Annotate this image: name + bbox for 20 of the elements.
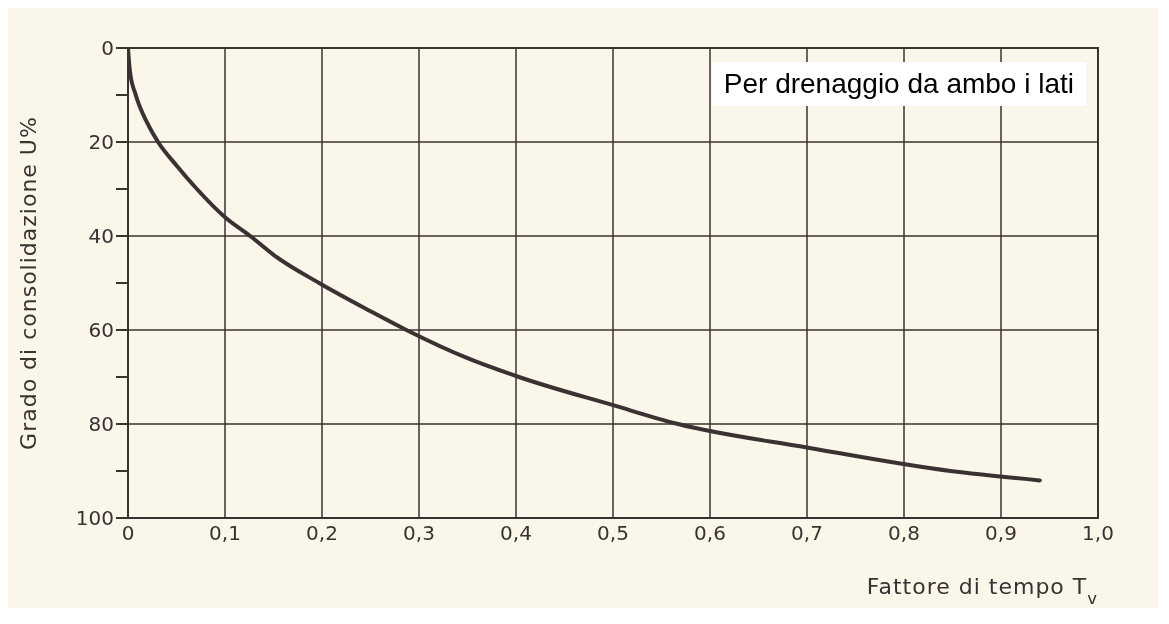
x-tick-label: 0,6	[694, 521, 726, 546]
y-tick-label: 0	[101, 36, 114, 61]
y-tick-label: 100	[75, 506, 114, 531]
annotation: Per drenaggio da ambo i lati	[711, 62, 1086, 106]
y-tick-label: 60	[88, 318, 114, 343]
x-axis-title: Fattore di tempo T$_{v}$	[866, 574, 1098, 608]
x-tick-label: 0,5	[597, 521, 629, 546]
y-tick-label: 20	[88, 130, 114, 155]
x-tick-label: 0,3	[403, 521, 435, 546]
x-tick-label: 0	[121, 521, 135, 546]
x-tick-label: 0,2	[306, 521, 338, 546]
y-axis-title: Grado di consolidazione U%	[16, 116, 41, 450]
y-tick-label: 80	[88, 412, 114, 437]
x-tick-label: 0,1	[209, 521, 241, 546]
y-tick-label: 40	[88, 224, 114, 249]
x-tick-label: 0,9	[985, 521, 1017, 546]
x-tick-label: 0,4	[500, 521, 532, 546]
x-tick-label: 0,8	[888, 521, 920, 546]
x-tick-label: 0,7	[791, 521, 823, 546]
x-tick-label: 1,0	[1082, 521, 1114, 546]
